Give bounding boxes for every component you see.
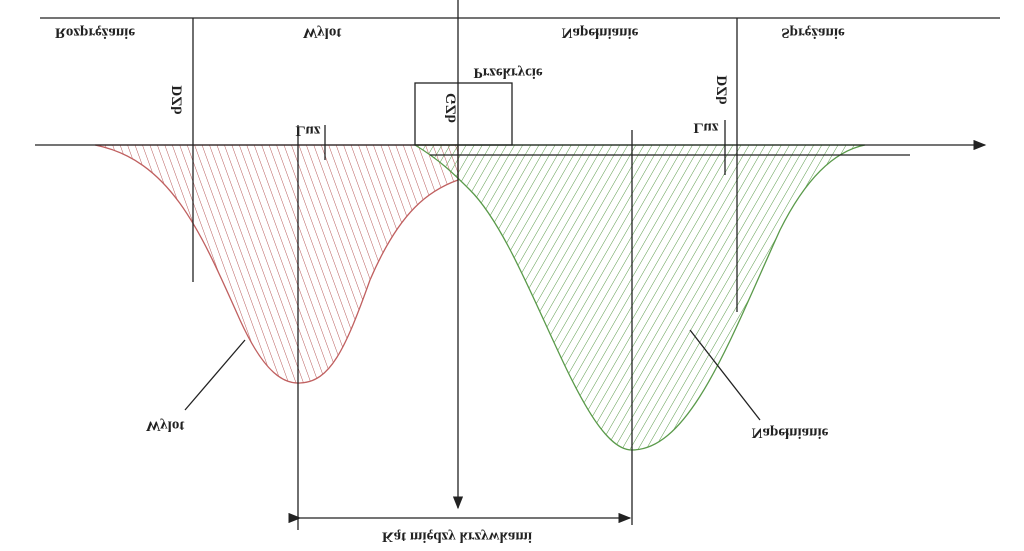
bdc-label: DZb [714, 75, 730, 104]
curve-label: Napełnianie [752, 425, 829, 441]
curve-label: Wylot [146, 418, 185, 434]
phase-label: Sprężanie [781, 25, 845, 41]
tdc-label: GZb [443, 93, 459, 123]
cam-angle-label: Kąt między krzywkami [382, 529, 532, 545]
clearance-label: Luz [693, 120, 718, 136]
phase-label: Rozprężanie [55, 25, 135, 41]
intake-curve [412, 144, 866, 451]
leader-exhaust [184, 339, 246, 411]
phase-label: Napełnianie [562, 25, 639, 41]
exhaust-curve [94, 144, 459, 384]
bdc-label: DZb [169, 85, 185, 114]
phase-label: Wylot [303, 25, 342, 41]
clearance-label: Luz [295, 123, 320, 139]
leader-intake [689, 329, 761, 421]
overlap-label: Przekrycie [473, 65, 542, 81]
overlap-box [414, 82, 513, 146]
